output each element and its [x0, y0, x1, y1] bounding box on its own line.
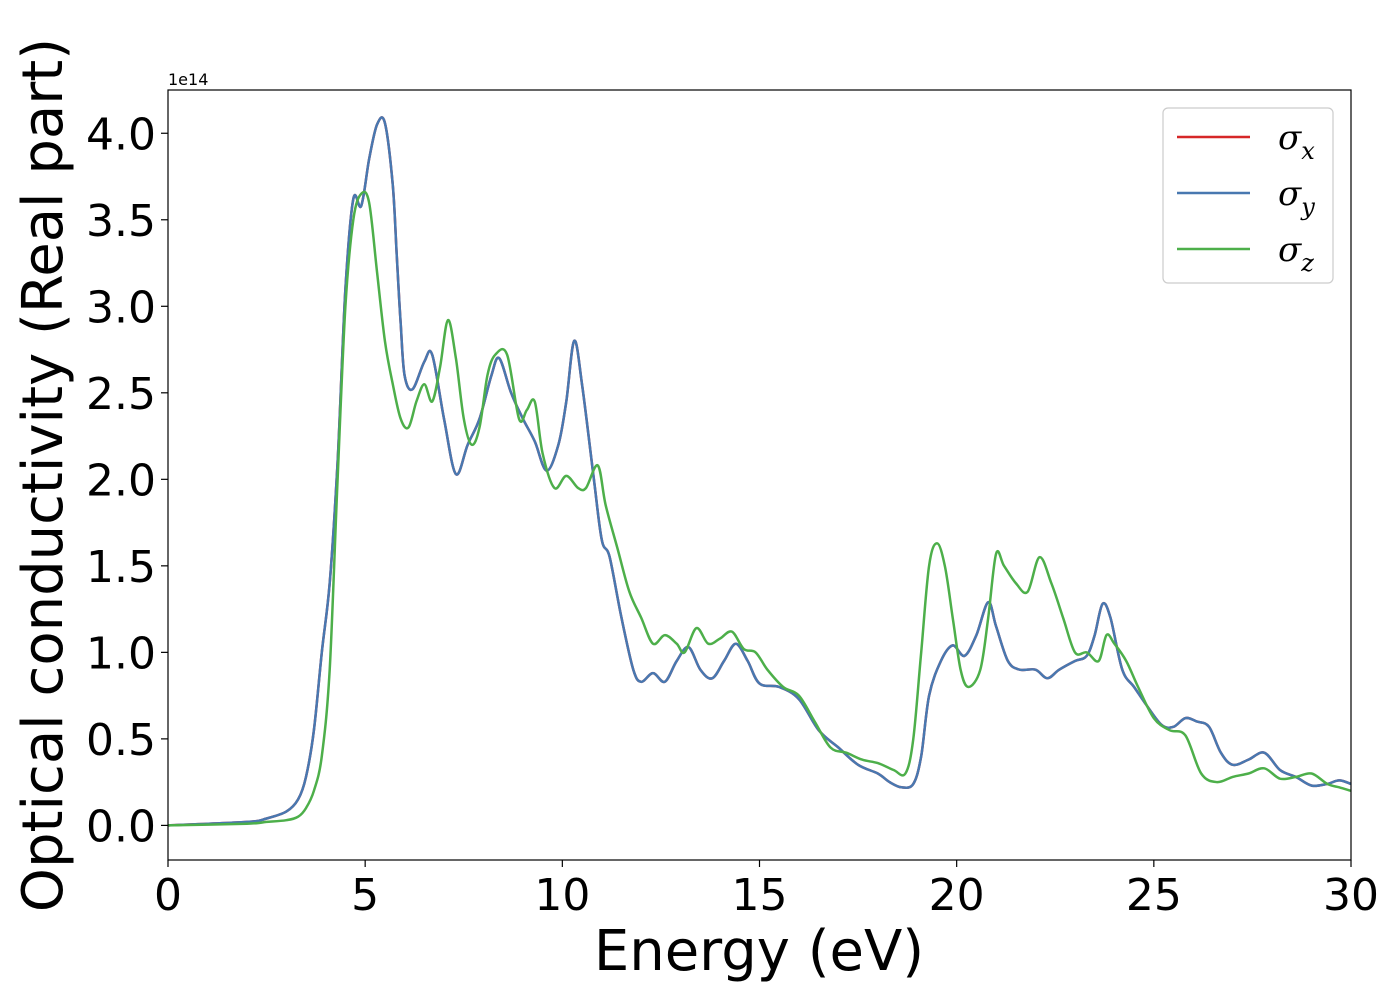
- y-axis: 0.0 0.5 1.0 1.5 2.0 2.5 3.0 3.5 4.0: [86, 109, 168, 852]
- legend-label-y: σy: [1278, 174, 1315, 221]
- y-tick-label: 3.5: [86, 196, 156, 247]
- x-tick-label: 0: [154, 870, 182, 921]
- y-tick-label: 1.5: [86, 542, 156, 593]
- y-tick-label: 2.0: [86, 455, 156, 506]
- y-tick-label: 2.5: [86, 369, 156, 420]
- series-line-y: [168, 116, 1351, 827]
- y-axis-title: Optical conductivity (Real part): [11, 38, 76, 912]
- legend-label-subscript: y: [1300, 193, 1315, 221]
- series-layer: [168, 116, 1351, 827]
- legend-label-base: σ: [1278, 118, 1302, 158]
- series-line-z: [168, 190, 1351, 827]
- x-tick-label: 10: [534, 870, 590, 921]
- y-tick-label: 3.0: [86, 282, 156, 333]
- legend-label-subscript: z: [1300, 249, 1314, 277]
- x-tick-label: 25: [1126, 870, 1182, 921]
- y-tick-label: 0.5: [86, 715, 156, 766]
- x-tick-label: 20: [929, 870, 985, 921]
- x-tick-label: 30: [1323, 870, 1379, 921]
- legend-label-base: σ: [1278, 230, 1302, 270]
- y-tick-label: 1.0: [86, 628, 156, 679]
- legend-label-z: σz: [1278, 230, 1314, 277]
- y-offset-label: 1e14: [168, 70, 208, 89]
- y-tick-label: 4.0: [86, 109, 156, 160]
- legend-frame: [1162, 107, 1334, 284]
- y-tick-label: 0.0: [86, 801, 156, 852]
- legend-label-x: σx: [1278, 118, 1315, 165]
- x-tick-label: 5: [351, 870, 379, 921]
- legend-label-subscript: x: [1301, 137, 1315, 165]
- legend-label-base: σ: [1278, 174, 1302, 214]
- x-axis-title: Energy (eV): [594, 919, 924, 984]
- x-tick-label: 15: [732, 870, 788, 921]
- x-axis: 0 5 10 15 20 25 30: [154, 860, 1379, 921]
